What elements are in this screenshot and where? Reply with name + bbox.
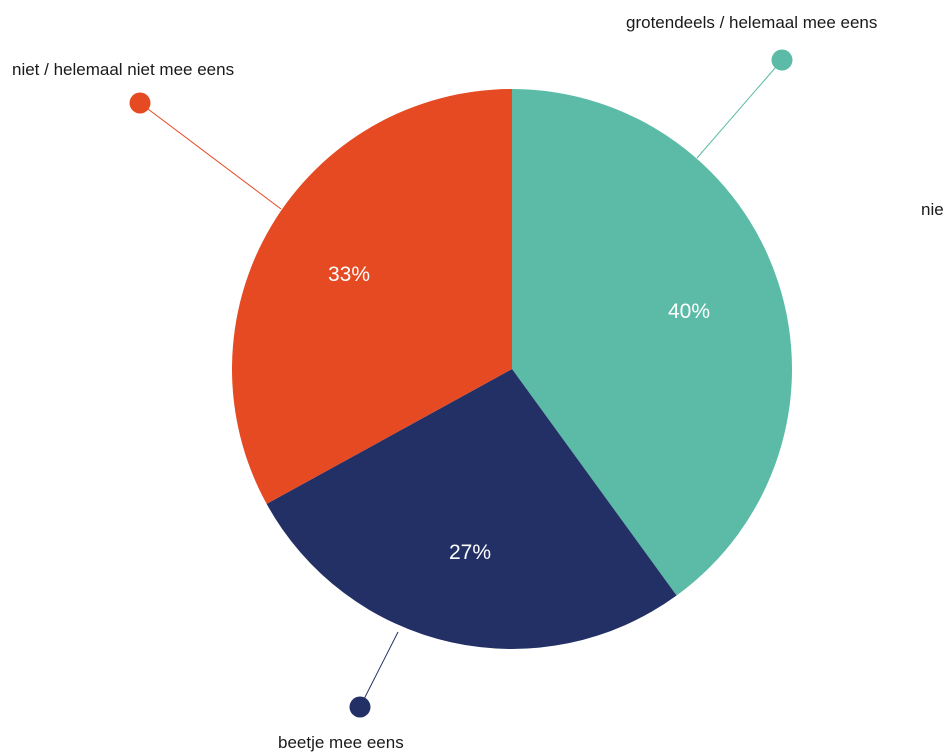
pie-slice-niet [231, 89, 513, 504]
leader-dot-grotendeels [771, 49, 793, 71]
leader-dot-beetje [349, 696, 371, 718]
leader-line-niet [139, 102, 282, 210]
category-label-grotendeels: grotendeels / helemaal mee eens [626, 13, 877, 32]
pie-slices [231, 89, 793, 649]
category-label-cut-off: nie [921, 200, 944, 219]
category-label-niet: niet / helemaal niet mee eens [12, 60, 234, 79]
pie-slice-beetje [266, 369, 677, 649]
leader-lines [129, 49, 793, 718]
category-labels: grotendeels / helemaal mee eens beetje m… [12, 13, 944, 752]
percentage-label-beetje: 27% [449, 541, 491, 564]
percentage-label-grotendeels: 40% [668, 300, 710, 323]
leader-line-beetje [359, 631, 399, 708]
leader-dot-niet [129, 92, 151, 114]
leader-line-grotendeels [696, 59, 783, 159]
pie-slice-grotendeels [512, 89, 793, 596]
percentage-label-niet: 33% [328, 263, 370, 286]
percentage-labels: 40% 27% 33% [328, 263, 710, 564]
category-label-beetje: beetje mee eens [278, 733, 404, 752]
